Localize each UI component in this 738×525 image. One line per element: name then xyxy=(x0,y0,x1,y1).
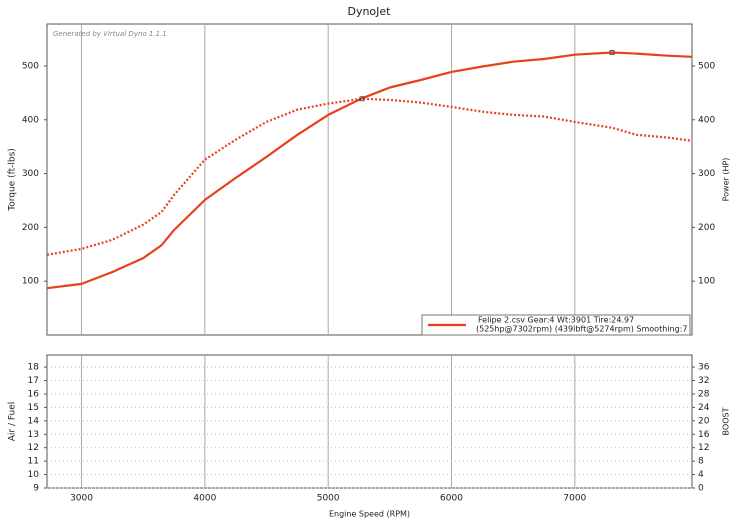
y2-axis-label: BOOST xyxy=(722,407,731,435)
y-tick-label: 500 xyxy=(22,61,39,71)
x-tick-label: 7000 xyxy=(563,494,586,504)
x-tick-label: 6000 xyxy=(440,494,463,504)
y-tick-label: 15 xyxy=(28,403,39,413)
legend-text: Felipe 2.csv Gear:4 Wt:3901 Tire:24.97 xyxy=(478,316,634,325)
y2-tick-label: 4 xyxy=(698,470,704,480)
series-line xyxy=(46,51,693,290)
y-tick-label: 200 xyxy=(22,223,39,233)
legend-box xyxy=(421,314,691,336)
y2-tick-label: 24 xyxy=(698,403,710,413)
legend-text: (525hp@7302rpm) (439lbft@5274rpm) Smooth… xyxy=(476,325,687,334)
y2-tick-label: 200 xyxy=(698,223,715,233)
y2-tick-label: 12 xyxy=(698,443,709,453)
series-line xyxy=(46,97,693,256)
y2-axis-label: Power (HP) xyxy=(722,158,731,202)
y-tick-label: 9 xyxy=(33,484,39,494)
chart-title: DynoJet xyxy=(347,5,391,18)
y-tick-label: 300 xyxy=(22,169,39,179)
y2-tick-label: 0 xyxy=(698,484,704,494)
x-tick-label: 3000 xyxy=(70,494,93,504)
y-tick-label: 14 xyxy=(28,416,40,426)
y2-tick-label: 500 xyxy=(698,61,715,71)
y2-tick-label: 28 xyxy=(698,389,710,399)
y2-tick-label: 8 xyxy=(698,457,704,467)
y2-tick-label: 36 xyxy=(698,363,710,373)
peak-marker xyxy=(609,50,615,55)
y-tick-label: 12 xyxy=(28,443,39,453)
y2-tick-label: 300 xyxy=(698,169,715,179)
y-tick-label: 18 xyxy=(28,363,40,373)
y-tick-label: 13 xyxy=(28,430,39,440)
y-tick-label: 16 xyxy=(28,389,40,399)
plot-area xyxy=(46,354,693,489)
y2-tick-label: 16 xyxy=(698,430,710,440)
y2-tick-label: 400 xyxy=(698,115,715,125)
x-tick-label: 4000 xyxy=(193,494,216,504)
x-axis-label: Engine Speed (RPM) xyxy=(329,510,410,519)
y-axis-label: Air / Fuel xyxy=(8,402,18,442)
y-tick-label: 10 xyxy=(28,470,40,480)
y-axis-label: Torque (ft-lbs) xyxy=(8,148,18,212)
watermark: Generated by Virtual Dyno 1.1.1 xyxy=(53,30,167,38)
y2-tick-label: 100 xyxy=(698,277,715,287)
plot-area xyxy=(46,23,693,336)
y-tick-label: 400 xyxy=(22,115,39,125)
y2-tick-label: 32 xyxy=(698,376,709,386)
y-tick-label: 17 xyxy=(28,376,39,386)
y2-tick-label: 20 xyxy=(698,416,710,426)
peak-marker xyxy=(359,96,365,102)
x-tick-label: 5000 xyxy=(317,494,340,504)
y-tick-label: 11 xyxy=(28,457,39,467)
y-tick-label: 100 xyxy=(22,277,39,287)
